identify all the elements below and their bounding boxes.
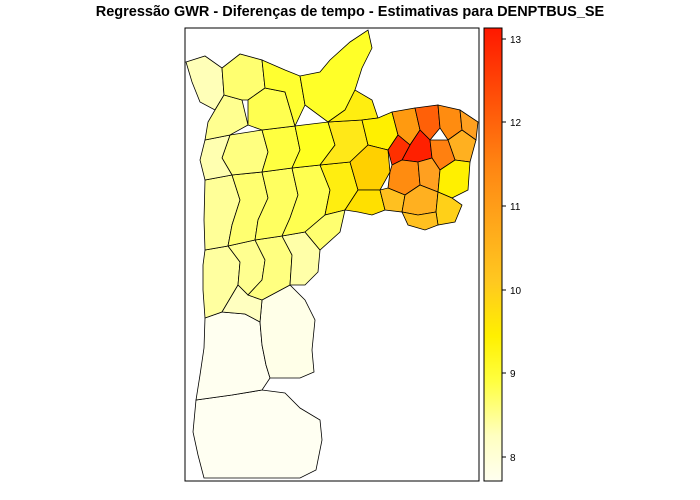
legend-label-12: 12 (510, 118, 522, 129)
region-e-17 (435, 191, 463, 226)
map-frame (184, 27, 480, 482)
municipality-regions (185, 29, 479, 479)
region-south-far (192, 389, 323, 479)
legend-label-13: 13 (510, 35, 522, 46)
region-cw-6 (304, 209, 346, 251)
region-nw-1 (185, 55, 225, 111)
legend-label-8: 8 (510, 453, 516, 464)
region-nw-5 (261, 59, 306, 128)
region-n-1 (299, 29, 373, 123)
legend-label-9: 9 (510, 369, 516, 380)
legend-ticks (502, 38, 506, 458)
region-south-east (259, 284, 316, 379)
legend-colorbar (483, 27, 503, 482)
region-e-7 (387, 134, 411, 166)
legend-label-11: 11 (510, 202, 521, 213)
region-south-mid (195, 311, 271, 401)
legend-label-10: 10 (510, 286, 522, 297)
map-title: Regressão GWR - Diferenças de tempo - Es… (95, 4, 605, 20)
region-e-18 (401, 211, 439, 231)
